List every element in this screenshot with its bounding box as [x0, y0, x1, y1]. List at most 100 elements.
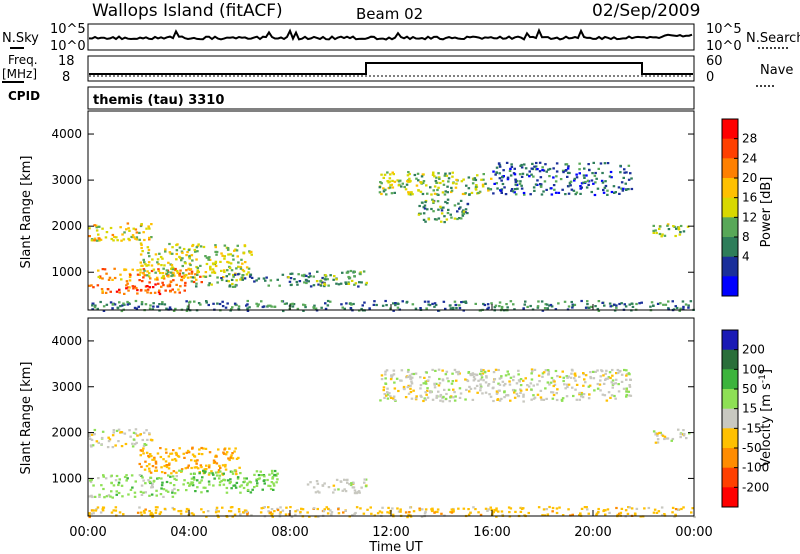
- power-cell: [382, 190, 386, 193]
- power-cell: [246, 309, 250, 312]
- power-cell: [443, 174, 447, 177]
- power-cell: [212, 302, 215, 305]
- velocity-cell: [323, 508, 326, 511]
- power-cell: [165, 307, 168, 310]
- power-cell: [540, 300, 544, 303]
- power-cell: [511, 190, 515, 193]
- power-cell: [283, 302, 287, 305]
- power-cell: [101, 277, 104, 280]
- velocity-cell: [326, 512, 330, 515]
- power-cell: [339, 282, 343, 285]
- velocity-cell: [481, 392, 484, 395]
- power-y-axis-label: Slant Range [km]: [19, 156, 34, 269]
- power-cell: [178, 246, 182, 249]
- velocity-cell: [656, 441, 660, 444]
- velocity-cell: [186, 449, 190, 452]
- power-cell: [409, 179, 412, 183]
- velocity-cell: [619, 511, 623, 514]
- power-cell: [400, 185, 403, 188]
- velocity-cell: [481, 372, 485, 375]
- power-cell: [129, 274, 132, 277]
- power-cell: [460, 301, 463, 304]
- velocity-cell: [100, 484, 103, 487]
- velocity-cell: [222, 472, 225, 475]
- velocity-cell: [143, 468, 147, 471]
- power-cell: [92, 239, 95, 242]
- velocity-cell: [219, 466, 222, 469]
- velocity-cell: [182, 483, 185, 486]
- power-cell: [609, 305, 612, 308]
- velocity-cell: [555, 398, 559, 402]
- power-colorbar-label: Power [dB]: [759, 177, 774, 248]
- power-cell: [579, 192, 582, 195]
- power-cell: [590, 190, 593, 194]
- velocity-cell: [603, 394, 607, 397]
- power-cell: [660, 235, 663, 238]
- velocity-cell: [487, 508, 490, 511]
- power-cell: [446, 185, 449, 188]
- velocity-cell: [625, 374, 628, 377]
- velocity-cell: [91, 509, 94, 512]
- velocity-cell: [525, 388, 528, 391]
- power-cell: [585, 186, 589, 189]
- velocity-cell: [208, 472, 211, 475]
- velocity-cell: [543, 514, 547, 517]
- power-cell: [427, 218, 431, 221]
- power-cell: [587, 163, 590, 166]
- power-cell: [221, 254, 224, 257]
- velocity-cell: [611, 379, 615, 382]
- power-cell: [664, 303, 668, 306]
- power-cell: [539, 176, 543, 179]
- power-cell: [571, 306, 574, 309]
- power-cell: [232, 258, 235, 261]
- velocity-cell: [249, 491, 253, 494]
- colorbar-swatch: [722, 178, 738, 199]
- colorbar-swatch: [722, 158, 738, 179]
- velocity-cell: [142, 431, 146, 434]
- power-cell: [187, 248, 191, 252]
- velocity-cell: [154, 509, 158, 512]
- velocity-cell: [437, 368, 441, 371]
- power-cell: [225, 275, 228, 278]
- velocity-cell: [519, 384, 523, 387]
- power-cell: [93, 237, 97, 240]
- power-cell: [586, 303, 589, 306]
- colorbar-swatch: [722, 197, 738, 218]
- velocity-cell: [162, 488, 166, 491]
- velocity-cell: [565, 395, 569, 398]
- velocity-cell: [442, 395, 445, 398]
- power-cell: [498, 301, 502, 304]
- power-cell: [118, 301, 121, 304]
- power-cell: [244, 261, 247, 264]
- power-cell: [180, 275, 184, 278]
- power-cell: [144, 285, 148, 288]
- velocity-cell: [353, 492, 357, 495]
- velocity-cell: [230, 487, 233, 490]
- velocity-cell: [269, 511, 272, 514]
- velocity-cell: [614, 382, 617, 385]
- power-cell: [423, 204, 427, 207]
- velocity-cell: [142, 452, 145, 455]
- power-cell: [365, 281, 368, 284]
- velocity-cell: [391, 513, 395, 516]
- velocity-cell: [484, 381, 488, 384]
- power-cell: [88, 235, 91, 238]
- power-cell: [226, 302, 229, 305]
- velocity-cell: [567, 508, 570, 511]
- y-tick-label: 4000: [51, 334, 82, 348]
- velocity-cell: [556, 388, 559, 391]
- power-cell: [357, 285, 360, 288]
- power-cell: [506, 306, 509, 309]
- power-cell: [146, 291, 149, 294]
- velocity-cell: [620, 380, 624, 383]
- velocity-cell: [657, 510, 661, 513]
- velocity-cell: [132, 438, 136, 441]
- velocity-cell: [531, 370, 534, 373]
- velocity-cell: [519, 510, 523, 513]
- power-cell: [459, 206, 462, 209]
- velocity-cell: [135, 441, 138, 444]
- velocity-cell: [151, 482, 154, 485]
- velocity-cell: [451, 372, 454, 375]
- power-cell: [433, 175, 436, 178]
